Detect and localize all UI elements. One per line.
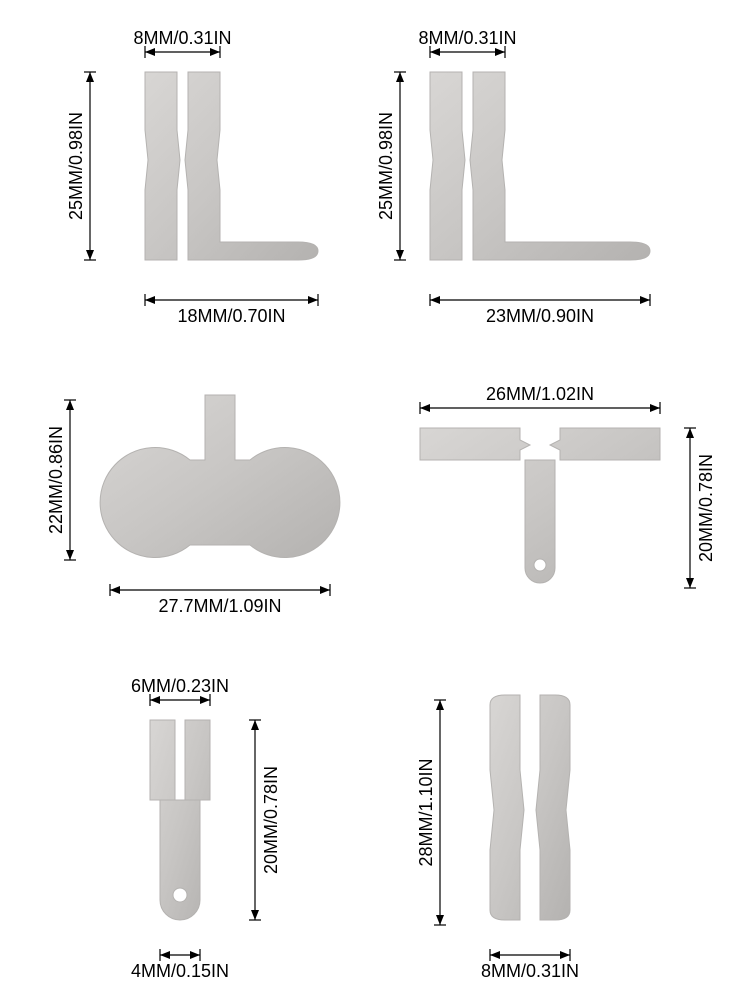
H-strip-dim-bottom: 8MM/0.31IN (481, 949, 579, 981)
T-tab (420, 428, 660, 583)
L-tab-small-label-top: 8MM/0.31IN (133, 28, 231, 48)
T-tab-label-top: 26MM/1.02IN (486, 384, 594, 404)
T-tab-dim-top: 26MM/1.02IN (420, 384, 660, 414)
fork-tab-dim-top: 6MM/0.23IN (131, 676, 229, 706)
dumbbell-tab-label-left: 22MM/0.86IN (46, 426, 66, 534)
L-tab-small (145, 72, 318, 260)
L-tab-small-shape (145, 72, 318, 260)
dumbbell-tab-dim-left: 22MM/0.86IN (46, 400, 76, 560)
fork-tab-dim-right: 20MM/0.78IN (249, 720, 281, 920)
L-tab-small-dim-top: 8MM/0.31IN (133, 28, 231, 58)
fork-tab-hole (173, 888, 187, 902)
L-tab-large (430, 72, 650, 260)
dumbbell-tab-dim-bottom: 27.7MM/1.09IN (110, 584, 330, 616)
L-tab-small-dim-left: 25MM/0.98IN (66, 72, 96, 260)
H-strip-shape (490, 695, 570, 920)
L-tab-large-dim-left: 25MM/0.98IN (376, 72, 406, 260)
L-tab-large-shape (430, 72, 650, 260)
T-tab-hole (534, 559, 546, 571)
T-tab-dim-right: 20MM/0.78IN (684, 428, 716, 588)
H-strip-label-bottom: 8MM/0.31IN (481, 961, 579, 981)
L-tab-large-label-bottom: 23MM/0.90IN (486, 306, 594, 326)
H-strip-label-left: 28MM/1.10IN (416, 758, 436, 866)
L-tab-small-label-left: 25MM/0.98IN (66, 112, 86, 220)
fork-tab-label-right: 20MM/0.78IN (261, 766, 281, 874)
L-tab-large-dim-bottom: 23MM/0.90IN (430, 294, 650, 326)
fork-tab (150, 720, 210, 920)
H-strip-dim-left: 28MM/1.10IN (416, 700, 446, 925)
fork-tab-label-top: 6MM/0.23IN (131, 676, 229, 696)
L-tab-small-dim-bottom: 18MM/0.70IN (145, 294, 318, 326)
fork-tab-dim-bottom: 4MM/0.15IN (131, 949, 229, 981)
dumbbell-tab-shape (100, 395, 340, 558)
L-tab-large-label-top: 8MM/0.31IN (418, 28, 516, 48)
H-strip (490, 695, 570, 920)
L-tab-small-label-bottom: 18MM/0.70IN (177, 306, 285, 326)
fork-tab-label-bottom: 4MM/0.15IN (131, 961, 229, 981)
L-tab-large-dim-top: 8MM/0.31IN (418, 28, 516, 58)
diagram-svg: 8MM/0.31IN 25MM/0.98IN 18MM/0.70IN 8MM/0.31… (0, 0, 750, 1000)
L-tab-large-label-left: 25MM/0.98IN (376, 112, 396, 220)
diagram-canvas: 8MM/0.31IN 25MM/0.98IN 18MM/0.70IN 8MM/0.31… (0, 0, 750, 1000)
dumbbell-tab-label-bottom: 27.7MM/1.09IN (158, 596, 281, 616)
dumbbell-tab (100, 395, 340, 558)
T-tab-label-right: 20MM/0.78IN (696, 454, 716, 562)
